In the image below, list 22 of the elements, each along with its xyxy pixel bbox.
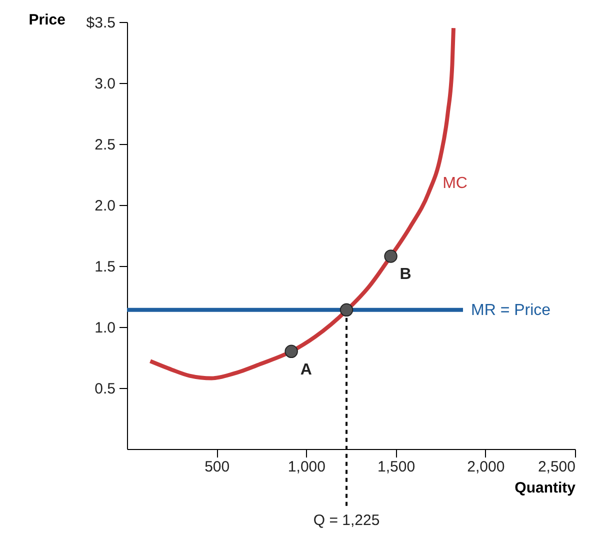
y-tick-label: 3.0: [94, 76, 116, 92]
x-axis-title: Quantity: [514, 480, 576, 496]
y-tick-label: 1.0: [94, 320, 116, 336]
y-tick-label: $3.5: [86, 14, 116, 32]
x-tick-label: 2,500: [538, 458, 576, 476]
ref-line-label: Q = 1,225: [313, 512, 380, 529]
point: [284, 344, 298, 358]
x-tick-label: 1,000: [288, 458, 326, 476]
y-tick-label: 2.5: [94, 136, 116, 154]
series-label: MR = Price: [471, 302, 551, 319]
y-axis-title: Price: [28, 12, 66, 28]
x-tick-label: 2,000: [467, 458, 505, 476]
annotation: A: [300, 361, 312, 378]
point: [340, 303, 354, 317]
point: [384, 250, 398, 263]
y-tick-label: 1.5: [94, 258, 116, 276]
y-tick-label: 0.5: [94, 380, 116, 398]
x-tick-label: 500: [204, 458, 230, 476]
series-label: MC: [442, 174, 468, 192]
x-tick-label: 1,500: [378, 458, 416, 476]
y-tick-label: 2.0: [94, 198, 116, 214]
annotation: B: [400, 266, 412, 284]
